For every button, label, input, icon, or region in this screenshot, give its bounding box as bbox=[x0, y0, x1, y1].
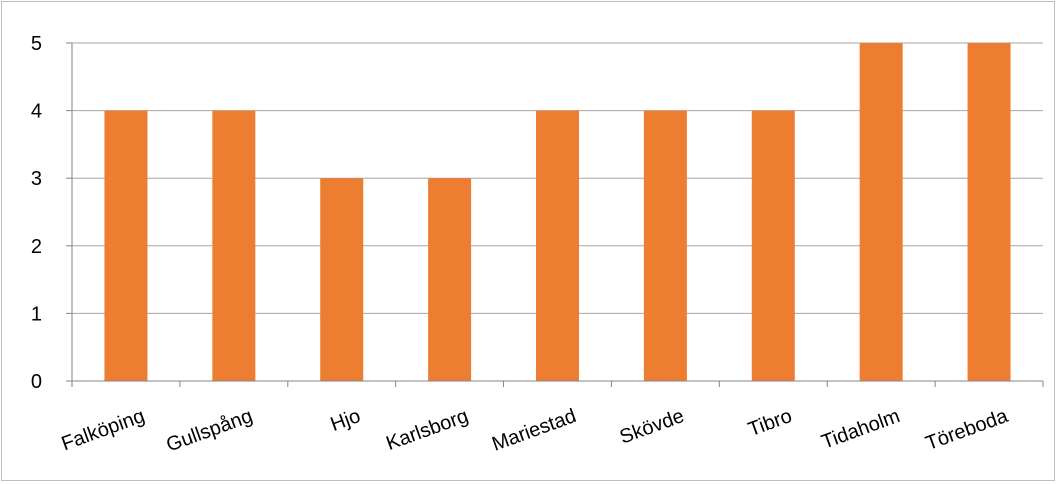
y-tick-label-4: 4 bbox=[31, 101, 42, 123]
bar-mariestad bbox=[536, 110, 579, 381]
x-tick-label-falköping: Falköping bbox=[59, 405, 148, 455]
bar-skövde bbox=[643, 110, 687, 381]
x-tick-label-töreboda: Töreboda bbox=[923, 405, 1012, 455]
bar-hjo bbox=[320, 178, 364, 381]
x-tick-label-gullspång: Gullspång bbox=[163, 405, 255, 456]
axes bbox=[66, 42, 1044, 387]
y-tick-label-1: 1 bbox=[31, 303, 42, 325]
bars bbox=[104, 43, 1011, 381]
x-tick-label-tibro: Tibro bbox=[745, 405, 795, 441]
bar-tibro bbox=[751, 110, 795, 381]
y-tick-label-2: 2 bbox=[31, 236, 42, 258]
x-tick-label-mariestad: Mariestad bbox=[489, 405, 579, 456]
bar-falköping bbox=[104, 110, 148, 381]
y-tick-label-3: 3 bbox=[31, 168, 42, 190]
bar-karlsborg bbox=[428, 178, 472, 381]
y-tick-label-5: 5 bbox=[31, 33, 42, 55]
x-tick-label-hjo: Hjo bbox=[328, 405, 364, 436]
y-tick-labels: 0 1 2 3 4 5 bbox=[31, 33, 42, 393]
x-tick-label-skövde: Skövde bbox=[617, 405, 687, 448]
x-tick-label-tidaholm: Tidaholm bbox=[819, 405, 903, 454]
x-tick-label-karlsborg: Karlsborg bbox=[383, 405, 471, 455]
y-tick-label-0: 0 bbox=[31, 371, 42, 393]
bar-töreboda bbox=[967, 43, 1011, 381]
x-tick-labels: Falköping Gullspång Hjo Karlsborg Mariestad S… bbox=[59, 405, 1012, 457]
bar-tidaholm bbox=[859, 43, 903, 381]
bar-gullspång bbox=[212, 110, 256, 381]
